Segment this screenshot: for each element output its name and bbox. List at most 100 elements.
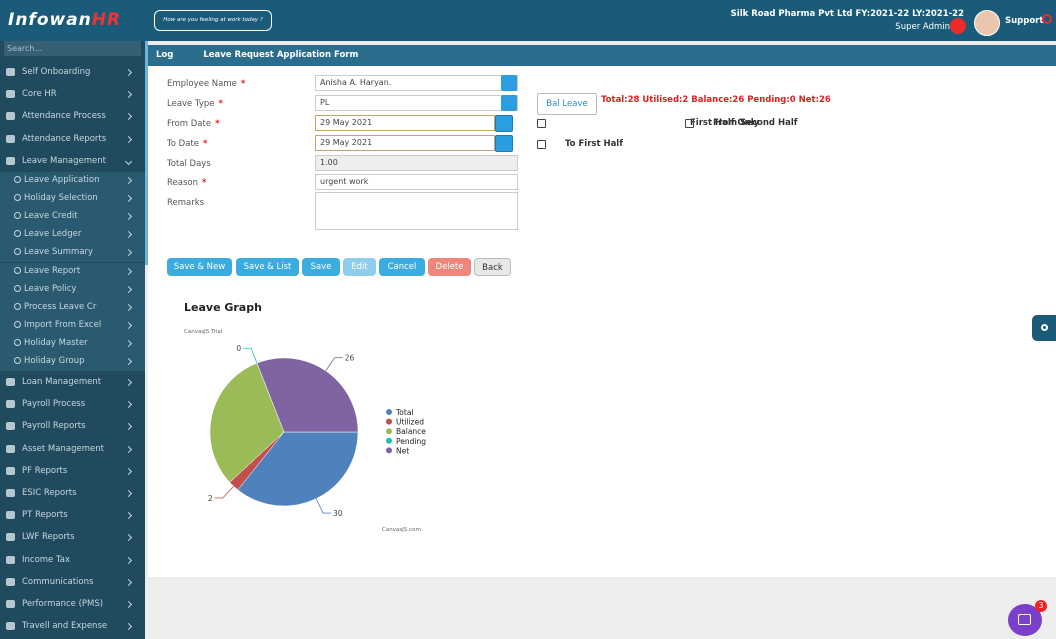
nav-item[interactable]: LWF Reports xyxy=(0,529,145,547)
chevron xyxy=(124,176,133,185)
legend-label: Total xyxy=(395,408,414,417)
chevron xyxy=(124,135,133,143)
nav-item[interactable]: PT Reports xyxy=(0,507,145,525)
icon xyxy=(6,511,15,520)
nav-item[interactable]: Travell and Expense xyxy=(0,618,145,636)
button[interactable]: Save xyxy=(302,258,340,276)
nav-item[interactable]: Income Tax xyxy=(0,552,145,570)
input[interactable]: 29 May 2021 xyxy=(315,135,495,151)
nav-label: Asset Management xyxy=(22,443,104,454)
input[interactable]: urgent work xyxy=(315,174,518,190)
chevron xyxy=(124,68,133,77)
dropdown-button[interactable] xyxy=(501,75,517,91)
company: Silk Road Pharma Pvt Ltd FY:2021-22 LY:2… xyxy=(730,9,964,19)
nav-item[interactable]: Leave Report xyxy=(0,262,145,281)
chevron xyxy=(124,195,133,203)
button[interactable]: Edit xyxy=(343,258,376,276)
data-label: 26 xyxy=(345,354,355,363)
bullet xyxy=(14,194,21,202)
field-label: Remarks xyxy=(167,198,204,208)
chevron xyxy=(124,213,133,221)
nav-item[interactable]: Process Leave Cr xyxy=(0,298,145,317)
nav-item[interactable]: Loan Management xyxy=(0,374,145,392)
dropdown-button[interactable] xyxy=(501,95,517,111)
bal-leave-button[interactable]: Bal Leave xyxy=(537,93,597,115)
nav-item[interactable]: Holiday Group xyxy=(0,353,145,371)
legend-marker xyxy=(386,428,392,435)
nav-label: Leave Ledger xyxy=(24,229,82,240)
nav-item[interactable]: Attendance Process xyxy=(0,108,145,126)
calendar-button[interactable] xyxy=(495,135,513,152)
nav-label: Communications xyxy=(22,576,94,587)
support-icon xyxy=(1042,14,1052,24)
chevron xyxy=(124,489,133,498)
button[interactable]: Delete xyxy=(428,258,471,276)
search[interactable]: Search... xyxy=(4,41,141,56)
nav-label: Leave Management xyxy=(22,155,106,166)
nav-label: Leave Credit xyxy=(24,211,78,222)
label-line xyxy=(315,498,332,514)
chevron xyxy=(124,423,133,431)
nav-item[interactable]: Self Onboarding xyxy=(0,64,145,82)
nav-label: Leave Application xyxy=(24,175,100,185)
nav-label: Self Onboarding xyxy=(22,67,91,77)
field-label: Total Days xyxy=(167,159,211,169)
nav-item[interactable]: Asset Management xyxy=(0,441,145,459)
data-label: 2 xyxy=(208,494,213,503)
nav-item[interactable]: Attendance Reports xyxy=(0,131,145,149)
nav-item[interactable]: Import From Excel xyxy=(0,316,145,335)
label-line xyxy=(325,357,343,372)
support[interactable]: Support xyxy=(1005,16,1044,26)
legend-marker xyxy=(386,437,392,444)
chart-title: Leave Graph xyxy=(184,301,262,314)
chevron xyxy=(124,321,133,329)
nav-item[interactable]: PF Reports xyxy=(0,463,145,481)
legend-label: Balance xyxy=(396,427,426,436)
nav-item[interactable]: Leave Summary xyxy=(0,244,145,263)
button[interactable]: Cancel xyxy=(379,258,425,276)
nav-item[interactable]: Holiday Master xyxy=(0,334,145,353)
nav-item[interactable]: Leave Management xyxy=(0,153,145,171)
chart: Leave Graph CanvasJS Trial CanvasJS.com … xyxy=(184,301,426,533)
nav-item[interactable]: Core HR xyxy=(0,86,145,104)
nav-item[interactable]: Performance (PMS) xyxy=(0,596,145,614)
bullet xyxy=(14,230,21,238)
button[interactable]: Back xyxy=(474,258,511,276)
required-mark: * xyxy=(202,139,208,149)
nav-item[interactable]: Leave Ledger xyxy=(0,226,145,245)
nav-item[interactable]: Payroll Process xyxy=(0,396,145,414)
checkbox[interactable] xyxy=(537,119,546,128)
bullet xyxy=(14,212,21,220)
icon xyxy=(6,533,15,542)
breadcrumb-home[interactable]: Log xyxy=(156,50,174,60)
label-line xyxy=(243,347,258,364)
input[interactable]: PL xyxy=(315,95,518,111)
chevron xyxy=(124,303,133,311)
nav-item[interactable]: ESIC Reports xyxy=(0,485,145,503)
button[interactable]: Save & New xyxy=(167,258,232,276)
button[interactable]: Save & List xyxy=(236,258,299,276)
nav-item[interactable]: Holiday Selection xyxy=(0,190,145,209)
nav-item[interactable]: Communications xyxy=(0,574,145,592)
input[interactable]: 29 May 2021 xyxy=(315,115,495,131)
icon xyxy=(6,400,15,409)
nav-label: Holiday Master xyxy=(24,337,88,348)
chevron xyxy=(124,249,133,257)
checkbox[interactable] xyxy=(685,119,694,128)
settings-tab[interactable] xyxy=(1032,315,1056,341)
avatar[interactable] xyxy=(974,10,1000,36)
calendar-button[interactable] xyxy=(495,115,513,132)
logo[interactable]: InfowanHR xyxy=(8,10,121,30)
nav-item[interactable]: Leave Application xyxy=(0,172,145,190)
legend-label: Pending xyxy=(396,437,426,446)
nav-item[interactable]: Leave Credit xyxy=(0,208,145,227)
nav-item[interactable]: Payroll Reports xyxy=(0,418,145,436)
field-label-text: From Date xyxy=(167,119,212,129)
logo-accent: HR xyxy=(91,10,122,30)
checkbox[interactable] xyxy=(537,140,546,149)
mood-button[interactable]: How are you feeling at work today ? xyxy=(154,10,272,31)
input[interactable] xyxy=(315,192,518,230)
nav-item[interactable]: Leave Policy xyxy=(0,280,145,299)
input[interactable]: Anisha A. Haryan. xyxy=(315,75,518,91)
data-label: 0 xyxy=(236,344,241,353)
